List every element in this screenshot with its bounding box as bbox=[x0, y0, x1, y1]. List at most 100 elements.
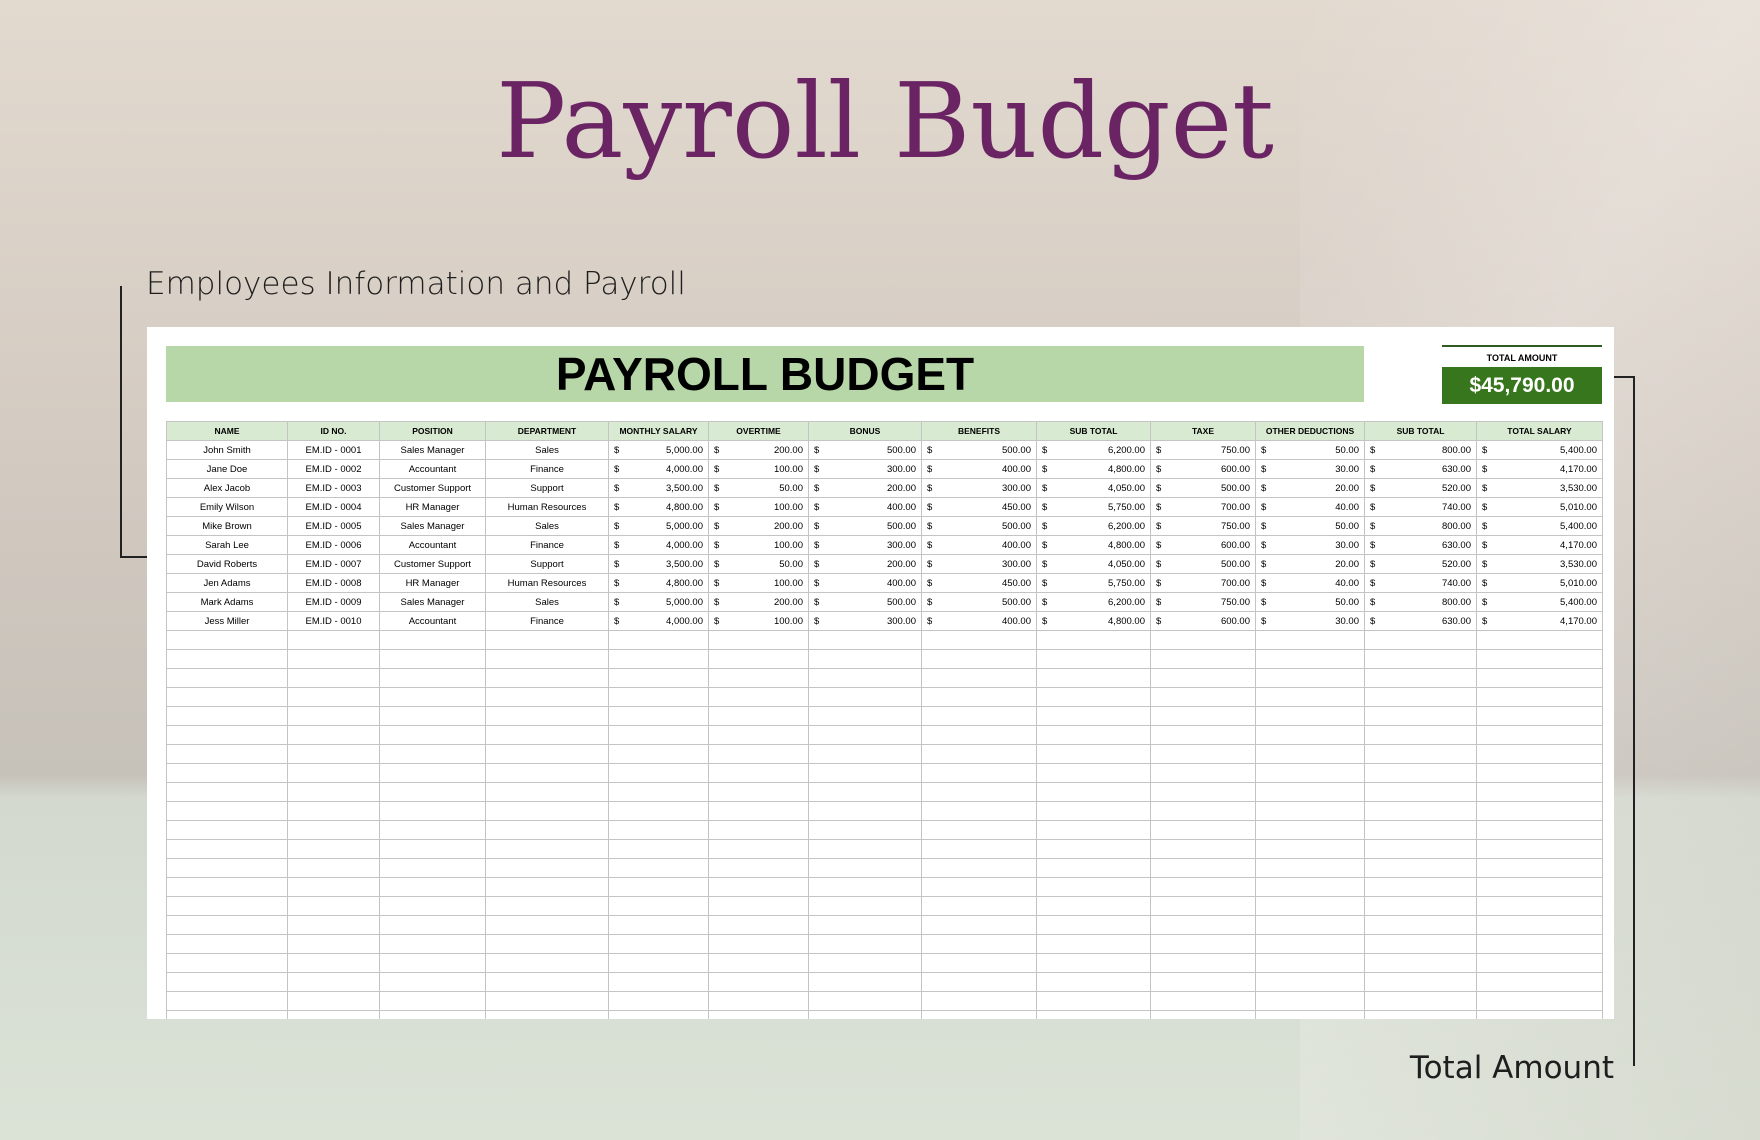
table-cell[interactable]: $40.00 bbox=[1255, 497, 1365, 517]
empty-cell[interactable] bbox=[166, 782, 288, 802]
table-cell[interactable]: $30.00 bbox=[1255, 535, 1365, 555]
empty-cell[interactable] bbox=[1036, 877, 1151, 897]
column-header[interactable]: POSITION bbox=[379, 421, 486, 441]
column-header[interactable]: MONTHLY SALARY bbox=[608, 421, 709, 441]
empty-cell[interactable] bbox=[287, 706, 380, 726]
empty-cell[interactable] bbox=[708, 744, 809, 764]
empty-cell[interactable] bbox=[287, 668, 380, 688]
empty-cell[interactable] bbox=[608, 820, 709, 840]
table-cell[interactable]: $5,400.00 bbox=[1476, 440, 1603, 460]
table-cell[interactable]: $800.00 bbox=[1364, 440, 1477, 460]
empty-cell[interactable] bbox=[1364, 972, 1477, 992]
table-cell[interactable]: Sales bbox=[485, 516, 609, 536]
empty-cell[interactable] bbox=[1036, 934, 1151, 954]
empty-cell[interactable] bbox=[1476, 668, 1603, 688]
empty-cell[interactable] bbox=[1150, 763, 1256, 783]
empty-cell[interactable] bbox=[379, 744, 486, 764]
empty-cell[interactable] bbox=[1255, 687, 1365, 707]
table-cell[interactable]: $300.00 bbox=[921, 478, 1037, 498]
table-cell[interactable]: $300.00 bbox=[808, 535, 922, 555]
empty-cell[interactable] bbox=[1255, 934, 1365, 954]
empty-cell[interactable] bbox=[485, 991, 609, 1011]
empty-cell[interactable] bbox=[608, 649, 709, 669]
empty-cell[interactable] bbox=[1036, 858, 1151, 878]
empty-cell[interactable] bbox=[921, 744, 1037, 764]
empty-cell[interactable] bbox=[485, 630, 609, 650]
column-header[interactable]: BONUS bbox=[808, 421, 922, 441]
empty-cell[interactable] bbox=[708, 649, 809, 669]
empty-cell[interactable] bbox=[379, 820, 486, 840]
empty-cell[interactable] bbox=[808, 896, 922, 916]
table-cell[interactable]: $630.00 bbox=[1364, 535, 1477, 555]
empty-cell[interactable] bbox=[485, 687, 609, 707]
table-cell[interactable]: $700.00 bbox=[1150, 497, 1256, 517]
table-cell[interactable]: $3,530.00 bbox=[1476, 478, 1603, 498]
empty-cell[interactable] bbox=[287, 858, 380, 878]
table-cell[interactable]: Mark Adams bbox=[166, 592, 288, 612]
empty-cell[interactable] bbox=[1255, 1010, 1365, 1019]
empty-cell[interactable] bbox=[379, 649, 486, 669]
table-cell[interactable]: $5,010.00 bbox=[1476, 497, 1603, 517]
empty-cell[interactable] bbox=[808, 915, 922, 935]
empty-cell[interactable] bbox=[1150, 1010, 1256, 1019]
table-cell[interactable]: $100.00 bbox=[708, 611, 809, 631]
empty-cell[interactable] bbox=[708, 972, 809, 992]
empty-cell[interactable] bbox=[1036, 953, 1151, 973]
empty-cell[interactable] bbox=[808, 820, 922, 840]
empty-cell[interactable] bbox=[1476, 763, 1603, 783]
empty-cell[interactable] bbox=[1364, 649, 1477, 669]
empty-cell[interactable] bbox=[1036, 1010, 1151, 1019]
empty-cell[interactable] bbox=[485, 896, 609, 916]
empty-cell[interactable] bbox=[1036, 801, 1151, 821]
table-cell[interactable]: $50.00 bbox=[1255, 516, 1365, 536]
empty-cell[interactable] bbox=[708, 630, 809, 650]
empty-cell[interactable] bbox=[1476, 915, 1603, 935]
table-cell[interactable]: $750.00 bbox=[1150, 516, 1256, 536]
table-cell[interactable]: $4,000.00 bbox=[608, 611, 709, 631]
table-cell[interactable]: $5,750.00 bbox=[1036, 497, 1151, 517]
table-cell[interactable]: EM.ID - 0009 bbox=[287, 592, 380, 612]
table-cell[interactable]: $750.00 bbox=[1150, 440, 1256, 460]
empty-cell[interactable] bbox=[379, 763, 486, 783]
table-cell[interactable]: EM.ID - 0010 bbox=[287, 611, 380, 631]
empty-cell[interactable] bbox=[379, 972, 486, 992]
empty-cell[interactable] bbox=[1036, 687, 1151, 707]
empty-cell[interactable] bbox=[287, 915, 380, 935]
empty-cell[interactable] bbox=[921, 630, 1037, 650]
table-cell[interactable]: $6,200.00 bbox=[1036, 592, 1151, 612]
empty-cell[interactable] bbox=[166, 801, 288, 821]
empty-cell[interactable] bbox=[1364, 782, 1477, 802]
table-cell[interactable]: Finance bbox=[485, 459, 609, 479]
table-cell[interactable]: $100.00 bbox=[708, 535, 809, 555]
empty-cell[interactable] bbox=[1364, 687, 1477, 707]
table-cell[interactable]: $740.00 bbox=[1364, 573, 1477, 593]
empty-cell[interactable] bbox=[1364, 706, 1477, 726]
empty-cell[interactable] bbox=[1476, 820, 1603, 840]
empty-cell[interactable] bbox=[1150, 896, 1256, 916]
empty-cell[interactable] bbox=[808, 953, 922, 973]
empty-cell[interactable] bbox=[1255, 972, 1365, 992]
empty-cell[interactable] bbox=[1476, 801, 1603, 821]
empty-cell[interactable] bbox=[379, 896, 486, 916]
empty-cell[interactable] bbox=[921, 1010, 1037, 1019]
empty-cell[interactable] bbox=[1476, 782, 1603, 802]
table-cell[interactable]: Emily Wilson bbox=[166, 497, 288, 517]
empty-cell[interactable] bbox=[485, 858, 609, 878]
table-cell[interactable]: $4,000.00 bbox=[608, 535, 709, 555]
table-cell[interactable]: $4,800.00 bbox=[608, 573, 709, 593]
table-cell[interactable]: $4,050.00 bbox=[1036, 478, 1151, 498]
empty-cell[interactable] bbox=[166, 839, 288, 859]
empty-cell[interactable] bbox=[166, 630, 288, 650]
empty-cell[interactable] bbox=[921, 782, 1037, 802]
empty-cell[interactable] bbox=[1476, 953, 1603, 973]
empty-cell[interactable] bbox=[1150, 915, 1256, 935]
empty-cell[interactable] bbox=[287, 744, 380, 764]
empty-cell[interactable] bbox=[1036, 668, 1151, 688]
empty-cell[interactable] bbox=[287, 896, 380, 916]
table-cell[interactable]: $500.00 bbox=[808, 440, 922, 460]
empty-cell[interactable] bbox=[379, 801, 486, 821]
table-cell[interactable]: $300.00 bbox=[808, 459, 922, 479]
empty-cell[interactable] bbox=[287, 630, 380, 650]
table-cell[interactable]: $4,800.00 bbox=[1036, 535, 1151, 555]
empty-cell[interactable] bbox=[708, 934, 809, 954]
